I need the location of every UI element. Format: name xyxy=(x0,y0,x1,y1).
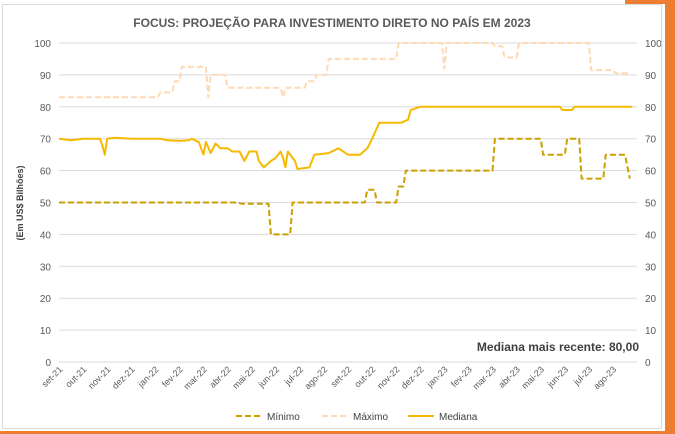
y-tick-label: 80 xyxy=(645,103,657,114)
y-tick-label: 30 xyxy=(40,262,52,273)
x-tick-label: out-21 xyxy=(63,364,88,389)
orange-top-bar xyxy=(625,0,675,4)
x-tick-label: mar-23 xyxy=(471,364,498,391)
x-tick-label: jan-23 xyxy=(424,364,449,389)
y-tick-label: 100 xyxy=(34,39,51,50)
y-tick-label: 60 xyxy=(40,167,52,178)
y-tick-label: 60 xyxy=(645,167,657,178)
x-tick-label: jun-22 xyxy=(256,364,281,389)
x-tick-label: nov-22 xyxy=(375,364,402,391)
y-tick-label: 70 xyxy=(40,135,52,146)
legend: Mínimo Máximo Mediana xyxy=(236,412,478,423)
x-tick-label: nov-21 xyxy=(86,364,113,391)
y-tick-label: 20 xyxy=(40,294,52,305)
series-lines xyxy=(58,42,633,236)
x-tick-label: abr-23 xyxy=(497,364,522,389)
x-tick-label: ago-23 xyxy=(591,364,618,391)
x-tick-label: set-21 xyxy=(40,364,65,389)
x-tick-label: out-22 xyxy=(352,364,377,389)
y-tick-label: 40 xyxy=(645,230,657,241)
legend-label: Mínimo xyxy=(267,412,300,423)
x-tick-label: dez-21 xyxy=(110,364,137,391)
legend-label: Mediana xyxy=(439,412,478,423)
y-tick-label: 0 xyxy=(45,358,51,369)
y-tick-label: 50 xyxy=(645,199,657,210)
y-tick-label: 10 xyxy=(40,326,52,337)
legend-label: Máximo xyxy=(353,412,388,423)
x-tick-label: fev-22 xyxy=(160,364,185,389)
y-tick-label: 70 xyxy=(645,135,657,146)
y-tick-label: 20 xyxy=(645,294,657,305)
latest-median-annotation: Mediana mais recente: 80,00 xyxy=(477,340,639,354)
series-line-mediana xyxy=(58,105,633,170)
x-tick-label: mai-23 xyxy=(520,364,547,391)
x-tick-label: set-22 xyxy=(329,364,354,389)
x-tick-label: jan-22 xyxy=(135,364,160,389)
chart-title: FOCUS: PROJEÇÃO PARA INVESTIMENTO DIRETO… xyxy=(133,15,531,30)
x-tick-label: jun-23 xyxy=(545,364,570,389)
y-tick-label: 30 xyxy=(645,262,657,273)
y-tick-label: 90 xyxy=(645,71,657,82)
y-tick-label: 10 xyxy=(645,326,657,337)
y-tick-label: 40 xyxy=(40,230,52,241)
x-tick-label: ago-22 xyxy=(302,364,329,391)
series-line-máximo xyxy=(59,42,631,99)
y-axis-right: 0 10 20 30 40 50 60 70 80 90 100 xyxy=(645,39,662,369)
y-tick-label: 50 xyxy=(40,199,52,210)
y-tick-label: 100 xyxy=(645,39,661,50)
x-tick-label: mar-22 xyxy=(182,364,209,391)
y-tick-label: 90 xyxy=(40,71,52,82)
x-tick-label: fev-23 xyxy=(449,364,474,389)
y-axis-left: 0 10 20 30 40 50 60 70 80 90 100 xyxy=(34,39,51,369)
x-tick-label: abr-22 xyxy=(208,364,233,389)
y-tick-label: 80 xyxy=(40,103,52,114)
x-tick-label: mai-22 xyxy=(231,364,258,391)
line-chart: FOCUS: PROJEÇÃO PARA INVESTIMENTO DIRETO… xyxy=(15,15,662,423)
y-tick-label: 0 xyxy=(645,358,651,369)
series-line-mínimo xyxy=(59,137,631,236)
chart-area: FOCUS: PROJEÇÃO PARA INVESTIMENTO DIRETO… xyxy=(2,4,662,429)
x-tick-label: dez-22 xyxy=(399,364,426,391)
orange-bottom-bar xyxy=(0,431,675,434)
orange-side-bar xyxy=(665,0,675,434)
y-axis-label: (Em US$ Bilhões) xyxy=(15,165,25,240)
